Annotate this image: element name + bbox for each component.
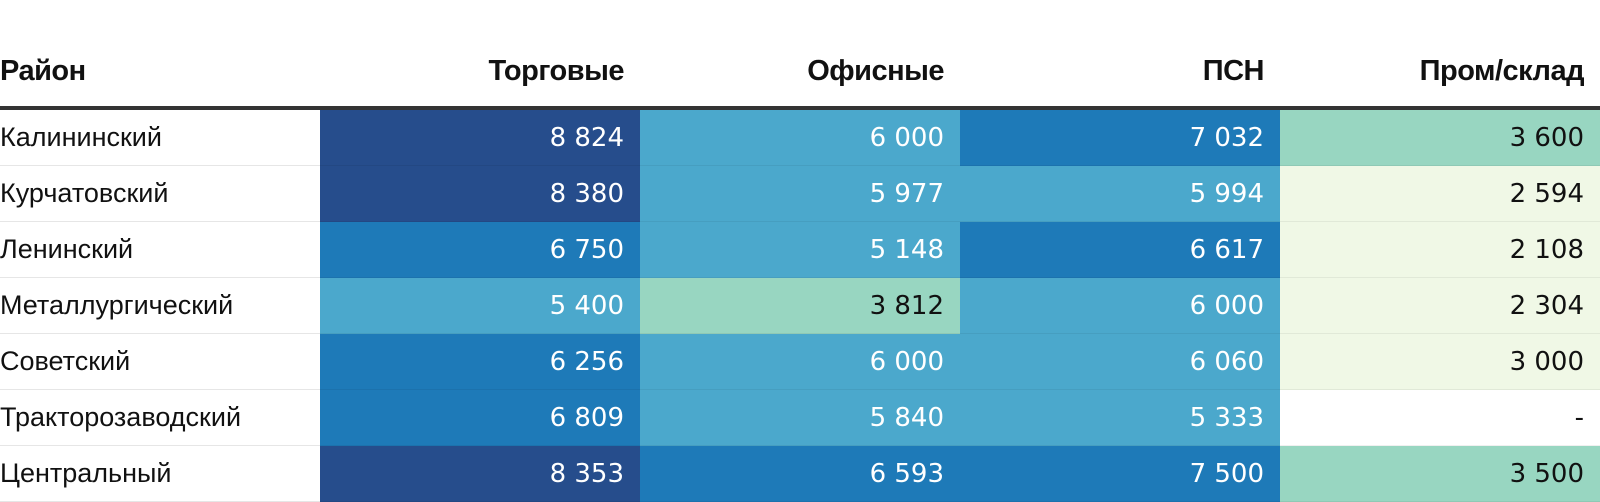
- table-header-row: Район Торговые Офисные ПСН Пром/склад: [0, 0, 1600, 110]
- table-row: Курчатовский 8 380 5 977 5 994 2 594: [0, 165, 1600, 222]
- table-row: Ленинский 6 750 5 148 6 617 2 108: [0, 221, 1600, 278]
- value-cell-psn: 5 333: [960, 389, 1280, 446]
- value-cell-office: 6 000: [640, 333, 960, 390]
- value-cell-office: 5 977: [640, 165, 960, 222]
- value-cell-office: 6 000: [640, 108, 960, 166]
- value-cell-psn: 6 000: [960, 277, 1280, 334]
- value-cell-retail: 6 750: [320, 221, 640, 278]
- district-name-cell: Курчатовский: [0, 165, 320, 222]
- value-cell-retail: 8 353: [320, 445, 640, 502]
- table-row: Тракторозаводский 6 809 5 840 5 333-: [0, 389, 1600, 446]
- district-name-cell: Тракторозаводский: [0, 389, 320, 446]
- value-cell-industrial-warehouse: 2 304: [1280, 277, 1600, 334]
- value-cell-industrial-warehouse: 3 600: [1280, 108, 1600, 166]
- district-name-cell: Советский: [0, 333, 320, 390]
- value-cell-office: 6 593: [640, 445, 960, 502]
- header-district: Район: [0, 0, 320, 110]
- value-cell-psn: 5 994: [960, 165, 1280, 222]
- value-cell-psn: 7 032: [960, 108, 1280, 166]
- value-cell-retail: 5 400: [320, 277, 640, 334]
- value-cell-retail: 8 380: [320, 165, 640, 222]
- header-office: Офисные: [640, 0, 960, 110]
- table-row: Центральный 8 353 6 593 7 500 3 500: [0, 445, 1600, 502]
- district-name-cell: Металлургический: [0, 277, 320, 334]
- district-name-cell: Центральный: [0, 445, 320, 502]
- value-cell-office: 5 840: [640, 389, 960, 446]
- value-cell-industrial-warehouse: 2 594: [1280, 165, 1600, 222]
- header-psn: ПСН: [960, 0, 1280, 110]
- value-cell-industrial-warehouse: 2 108: [1280, 221, 1600, 278]
- district-name-cell: Ленинский: [0, 221, 320, 278]
- value-cell-office: 3 812: [640, 277, 960, 334]
- value-cell-psn: 6 617: [960, 221, 1280, 278]
- value-cell-industrial-warehouse: 3 500: [1280, 445, 1600, 502]
- value-cell-psn: 7 500: [960, 445, 1280, 502]
- value-cell-industrial-warehouse: 3 000: [1280, 333, 1600, 390]
- header-industrial-warehouse: Пром/склад: [1280, 0, 1600, 110]
- header-retail: Торговые: [320, 0, 640, 110]
- value-cell-office: 5 148: [640, 221, 960, 278]
- table-row: Калининский 8 824 6 000 7 032 3 600: [0, 108, 1600, 166]
- value-cell-industrial-warehouse: -: [1280, 389, 1600, 446]
- table-body: Калининский 8 824 6 000 7 032 3 600 Курчатовс…: [0, 108, 1600, 502]
- value-cell-retail: 8 824: [320, 108, 640, 166]
- value-cell-psn: 6 060: [960, 333, 1280, 390]
- district-name-cell: Калининский: [0, 108, 320, 166]
- value-cell-retail: 6 809: [320, 389, 640, 446]
- value-cell-retail: 6 256: [320, 333, 640, 390]
- table-row: Советский 6 256 6 000 6 060 3 000: [0, 333, 1600, 390]
- table-row: Металлургический 5 400 3 812 6 000 2 304: [0, 277, 1600, 334]
